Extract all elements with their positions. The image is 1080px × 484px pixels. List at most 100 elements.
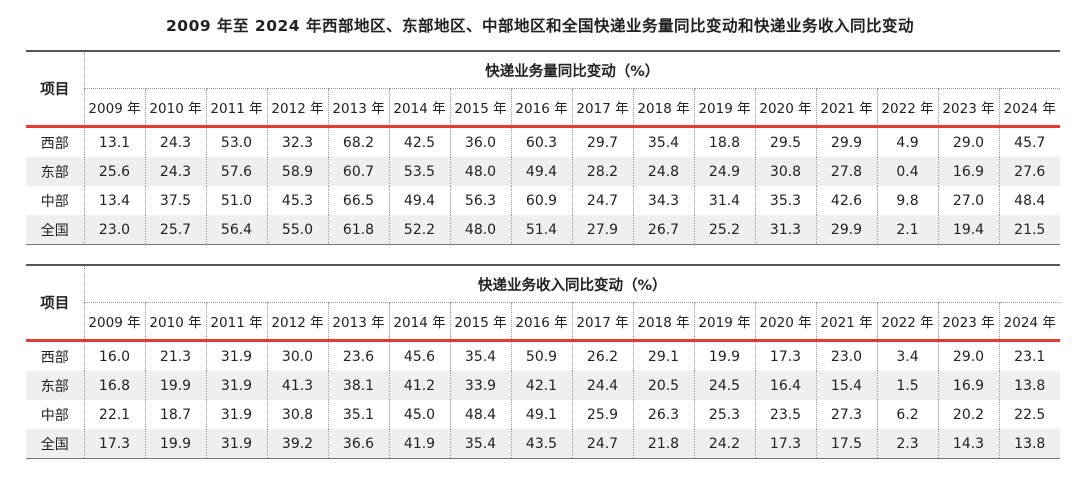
row-label: 东部: [26, 157, 84, 186]
year-header: 2015 年: [449, 302, 511, 342]
year-header: 2012 年: [266, 302, 328, 342]
data-cell: 32.3: [266, 126, 328, 157]
data-cell: 19.9: [693, 340, 755, 371]
data-cell: 14.3: [937, 429, 999, 459]
year-header: 2024 年: [998, 302, 1060, 342]
data-cell: 29.5: [754, 126, 816, 157]
data-cell: 30.0: [266, 340, 328, 371]
data-cell: 19.4: [937, 215, 999, 245]
data-cell: 49.4: [510, 157, 572, 186]
data-cell: 31.9: [205, 400, 267, 429]
data-cell: 23.6: [327, 340, 389, 371]
year-header: 2018 年: [632, 88, 694, 128]
data-cell: 13.8: [998, 429, 1060, 459]
data-cell: 26.2: [571, 340, 633, 371]
data-cell: 35.3: [754, 186, 816, 215]
data-cell: 61.8: [327, 215, 389, 245]
row-label: 西部: [40, 349, 69, 366]
data-cell: 23.1: [998, 340, 1060, 371]
data-cell: 23.0: [815, 340, 877, 371]
data-cell: 68.2: [327, 126, 389, 157]
data-cell: 52.2: [388, 215, 450, 245]
data-cell: 33.9: [449, 371, 511, 400]
data-cell: 60.3: [510, 126, 572, 157]
data-cell: 4.9: [876, 126, 938, 157]
data-cell: 21.5: [998, 215, 1060, 245]
row-label: 西部: [40, 135, 69, 152]
data-cell: 16.9: [937, 371, 999, 400]
data-cell: 34.3: [632, 186, 694, 215]
data-cell: 17.3: [754, 429, 816, 459]
data-cell: 20.2: [937, 400, 999, 429]
year-header: 2022 年: [876, 88, 938, 128]
item-column-header: 项目: [26, 50, 84, 128]
data-cell: 26.7: [632, 215, 694, 245]
express-volume-table-container: 项目 快递业务量同比变动（%） 2009 年 2010 年 2011 年 2012 年 20…: [26, 50, 1060, 245]
year-header: 2017 年: [571, 88, 633, 128]
data-cell: 27.3: [815, 400, 877, 429]
data-cell: 51.0: [205, 186, 267, 215]
data-cell: 25.7: [144, 215, 206, 245]
row-label: 中部: [40, 407, 69, 424]
year-header: 2010 年: [144, 88, 206, 128]
year-header: 2011 年: [205, 88, 267, 128]
data-cell: 19.9: [144, 371, 206, 400]
data-cell: 41.9: [388, 429, 450, 459]
data-cell: 24.5: [693, 371, 755, 400]
data-cell: 35.4: [449, 340, 511, 371]
year-header: 2013 年: [327, 302, 389, 342]
data-cell: 36.6: [327, 429, 389, 459]
data-cell: 18.7: [144, 400, 206, 429]
data-cell: 57.6: [205, 157, 267, 186]
data-cell: 42.5: [388, 126, 450, 157]
data-cell: 56.3: [449, 186, 511, 215]
data-cell: 24.7: [571, 186, 633, 215]
data-cell: 43.5: [510, 429, 572, 459]
data-cell: 42.6: [815, 186, 877, 215]
data-cell: 26.3: [632, 400, 694, 429]
data-cell: 31.3: [754, 215, 816, 245]
data-cell: 2.3: [876, 429, 938, 459]
data-cell: 45.0: [388, 400, 450, 429]
year-header: 2009 年: [83, 302, 145, 342]
data-cell: 36.0: [449, 126, 511, 157]
data-cell: 23.0: [83, 215, 145, 245]
data-cell: 29.9: [815, 126, 877, 157]
data-cell: 17.3: [754, 340, 816, 371]
data-cell: 41.2: [388, 371, 450, 400]
data-cell: 16.8: [83, 371, 145, 400]
data-cell: 35.1: [327, 400, 389, 429]
year-header: 2010 年: [144, 302, 206, 342]
data-cell: 18.8: [693, 126, 755, 157]
year-header: 2021 年: [815, 302, 877, 342]
data-cell: 24.2: [693, 429, 755, 459]
data-cell: 30.8: [266, 400, 328, 429]
data-cell: 13.1: [83, 126, 145, 157]
data-cell: 45.3: [266, 186, 328, 215]
data-cell: 51.4: [510, 215, 572, 245]
year-header: 2013 年: [327, 88, 389, 128]
data-cell: 29.0: [937, 340, 999, 371]
data-cell: 15.4: [815, 371, 877, 400]
year-header: 2014 年: [388, 302, 450, 342]
data-cell: 66.5: [327, 186, 389, 215]
data-cell: 9.8: [876, 186, 938, 215]
row-label: 中部: [40, 193, 69, 210]
year-header: 2009 年: [83, 88, 145, 128]
data-cell: 1.5: [876, 371, 938, 400]
data-cell: 28.2: [571, 157, 633, 186]
table-row: 全国 17.3 19.9 31.9 39.2 36.6 41.9 35.4 43.5 24.7 21…: [26, 429, 1060, 459]
data-cell: 31.9: [205, 429, 267, 459]
row-label: 东部: [26, 371, 84, 400]
year-header: 2011 年: [205, 302, 267, 342]
table-row: 东部 16.8 19.9 31.9 41.3 38.1 41.2 33.9 42.1 24.4 20…: [26, 371, 1060, 400]
data-cell: 30.8: [754, 157, 816, 186]
table-row: 全国 23.0 25.7 56.4 55.0 61.8 52.2 48.0 51.4 27.9 26…: [26, 215, 1060, 245]
row-label: 全国: [26, 429, 84, 459]
page-title: 2009 年至 2024 年西部地区、东部地区、中部地区和全国快递业务量同比变动…: [166, 17, 914, 35]
data-cell: 35.4: [632, 126, 694, 157]
data-cell: 29.0: [937, 126, 999, 157]
data-cell: 56.4: [205, 215, 267, 245]
data-cell: 49.4: [388, 186, 450, 215]
